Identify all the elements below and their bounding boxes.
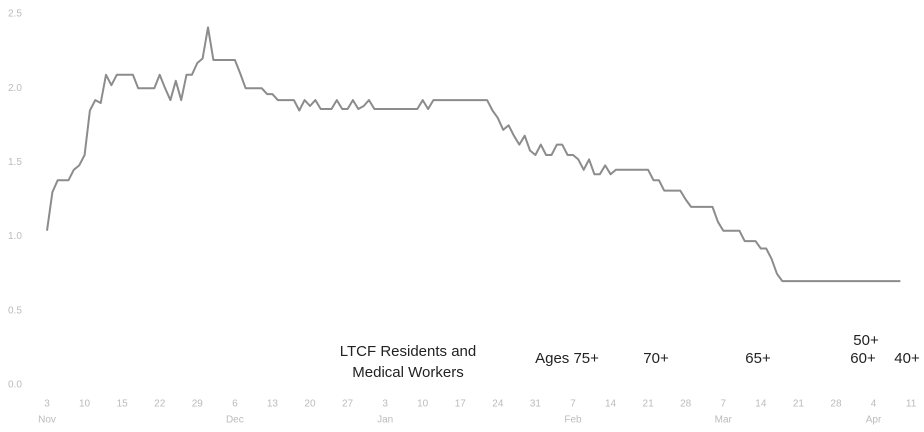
annotation: 70+ [643,350,669,367]
x-tick-label: 28 [680,399,692,410]
x-tick-label: 24 [492,399,504,410]
x-tick-label: 4 [871,399,877,410]
y-tick-label: 2.5 [8,9,22,20]
x-tick-label: 6 [232,399,238,410]
x-tick-label: 21 [793,399,805,410]
annotation: 60+ [850,350,876,367]
x-month-label: Nov [38,415,56,426]
x-month-label: Feb [564,415,582,426]
x-tick-label: 14 [755,399,767,410]
x-tick-label: 27 [342,399,354,410]
y-tick-label: 0.5 [8,305,22,316]
x-month-label: Apr [866,415,882,426]
x-tick-label: 10 [417,399,429,410]
x-month-label: Mar [715,415,733,426]
x-tick-label: 11 [906,399,917,410]
x-tick-label: 31 [530,399,542,410]
annotation: 50+ [853,332,879,349]
x-tick-label: 21 [643,399,655,410]
x-tick-label: 15 [117,399,129,410]
x-tick-label: 29 [192,399,204,410]
x-tick-label: 7 [720,399,726,410]
x-tick-label: 3 [382,399,388,410]
y-tick-label: 1.0 [8,231,22,242]
x-tick-label: 14 [605,399,617,410]
data-line [46,26,901,283]
x-tick-label: 13 [267,399,279,410]
x-tick-label: 7 [570,399,576,410]
x-tick-label: 22 [154,399,166,410]
annotation: Ages 75+ [535,350,599,367]
annotation: LTCF Residents and Medical Workers [339,343,477,381]
x-month-label: Dec [226,415,244,426]
y-tick-label: 0.0 [8,380,22,391]
annotation: 40+ [894,350,920,367]
x-tick-label: 17 [455,399,467,410]
annotation: 65+ [745,350,771,367]
x-month-label: Jan [377,415,393,426]
y-tick-label: 2.0 [8,83,22,94]
y-tick-label: 1.5 [8,157,22,168]
x-tick-label: 28 [830,399,842,410]
x-tick-label: 3 [44,399,50,410]
x-tick-label: 10 [79,399,91,410]
x-tick-label: 20 [304,399,316,410]
